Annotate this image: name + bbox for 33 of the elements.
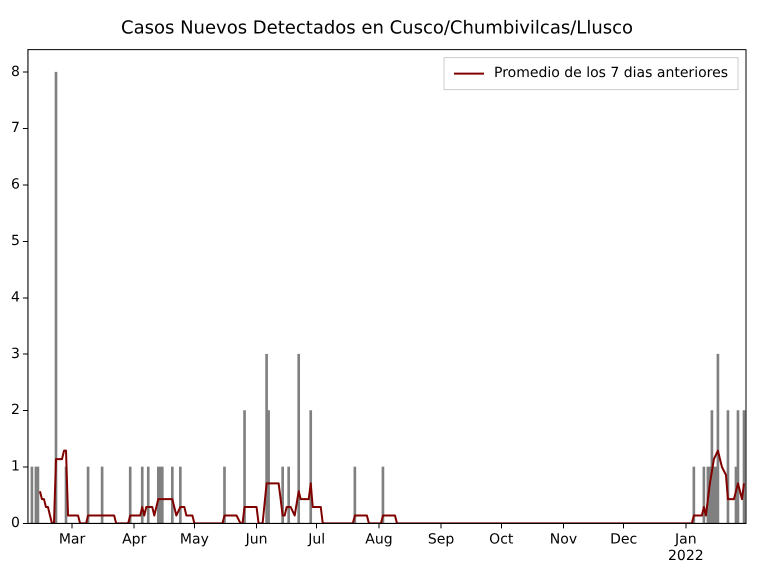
x-tick-label: Sep	[428, 531, 454, 548]
x-tick-label: Oct	[489, 531, 514, 548]
bar	[54, 72, 58, 524]
y-tick-label: 8	[10, 64, 20, 80]
bar	[243, 410, 246, 524]
legend-label: Promedio de los 7 dias anteriores	[494, 65, 728, 82]
x-tick-label: Nov	[550, 531, 578, 548]
bar	[30, 466, 34, 524]
y-tick-label: 1	[10, 458, 20, 475]
bar	[100, 466, 104, 524]
bar	[287, 466, 290, 524]
bar	[146, 466, 150, 524]
x-tick-label: Jul	[307, 531, 326, 548]
x-tick-label: Mar	[58, 531, 86, 548]
x-tick-label: Jan 2022	[668, 531, 704, 564]
y-tick-label: 3	[10, 346, 20, 362]
x-tick-label: Jun	[244, 531, 268, 548]
chart-title: Casos Nuevos Detectados en Cusco/Chumbivilcas/Llusco	[120, 17, 634, 38]
y-tick-label: 5	[10, 233, 20, 250]
y-tick-label: 7	[10, 120, 20, 136]
bar	[716, 354, 720, 524]
bar	[382, 466, 384, 524]
bar	[736, 410, 740, 524]
x-tick-label: Apr	[122, 531, 147, 548]
bar	[742, 410, 746, 524]
x-tick-label: Dec	[610, 531, 638, 548]
y-tick-label: 6	[10, 176, 20, 193]
y-tick-label: 0	[10, 515, 20, 532]
x-tick-label: Aug	[365, 531, 393, 548]
y-tick-label: 2	[10, 402, 20, 418]
x-tick-label: May	[180, 531, 209, 548]
y-tick-label: 4	[10, 289, 20, 306]
bar	[223, 466, 226, 524]
